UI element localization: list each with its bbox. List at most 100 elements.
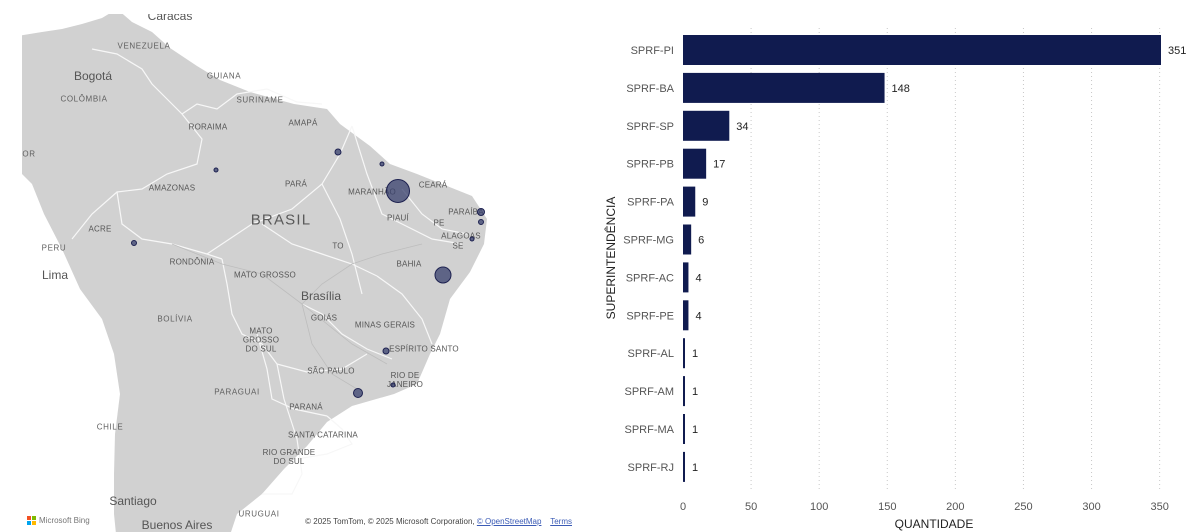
category-label-sprf-ac: SPRF-AC (626, 272, 674, 284)
state-label-parana: PARANÁ (289, 402, 323, 412)
state-label-rio-grande-do-sul: RIO GRANDE DO SUL (262, 448, 316, 466)
data-label-sprf-sp: 34 (736, 121, 748, 133)
country-label-venezuela: VENEZUELA (117, 41, 171, 51)
category-label-sprf-am: SPRF-AM (625, 386, 675, 398)
category-label-sprf-al: SPRF-AL (628, 348, 674, 360)
map-roads (171, 243, 423, 390)
category-label-sprf-pi: SPRF-PI (631, 45, 674, 57)
chart-gridlines (750, 28, 1161, 490)
state-label-bahia: BAHIA (396, 259, 422, 269)
country-label-colombia: COLÔMBIA (60, 94, 108, 104)
city-label-santiago: Santiago (109, 494, 157, 508)
state-label-pe: PE (433, 218, 445, 228)
state-label-ceara: CEARÁ (418, 180, 448, 190)
x-tick-label-250: 250 (1014, 501, 1032, 513)
bing-logo: Microsoft Bing (27, 516, 90, 525)
state-label-espirito-santo: ESPÍRITO SANTO (389, 344, 459, 354)
state-label-mato-grosso: MATO GROSSO (234, 270, 296, 280)
state-label-acre: ACRE (88, 224, 112, 234)
map-bubble-ba[interactable] (434, 266, 452, 284)
terms-link[interactable]: Terms (550, 517, 572, 526)
data-label-sprf-mg: 6 (698, 235, 704, 247)
category-label-sprf-pe: SPRF-PE (626, 310, 674, 322)
category-label-sprf-ma: SPRF-MA (625, 424, 675, 436)
map-bubble-ac[interactable] (131, 240, 137, 246)
country-label-or: OR (22, 149, 36, 159)
country-label-uruguai: URUGUAI (238, 509, 280, 519)
state-label-piaui: PIAUÍ (387, 213, 409, 223)
state-label-minas-gerais: MINAS GERAIS (354, 320, 416, 330)
city-label-brasilia: Brasília (300, 289, 342, 303)
data-label-sprf-rj: 1 (692, 462, 698, 474)
x-tick-label-350: 350 (1150, 501, 1168, 513)
ocean-caribbean (22, 14, 109, 36)
bar-sprf-pb[interactable] (683, 148, 707, 179)
state-label-amapa: AMAPÁ (288, 118, 318, 128)
openstreetmap-link[interactable]: © OpenStreetMap (476, 517, 542, 526)
map-borders (71, 48, 468, 495)
bing-logo-text: Microsoft Bing (39, 516, 90, 525)
x-tick-label-0: 0 (680, 501, 686, 513)
map-base (22, 14, 594, 532)
chart-bars (683, 35, 1161, 482)
microsoft-logo-icon (27, 516, 36, 525)
category-label-sprf-pa: SPRF-PA (627, 197, 675, 209)
state-label-rio-de-janeiro: RIO DE JANEIRO (386, 371, 424, 389)
state-label-santa-catarina: SANTA CATARINA (288, 430, 358, 440)
map-bubble-rj[interactable] (390, 382, 396, 388)
map-bubble-pb[interactable] (477, 208, 485, 216)
bar-sprf-pa[interactable] (683, 186, 696, 217)
data-label-sprf-ac: 4 (695, 272, 701, 284)
map-bubble-mg[interactable] (382, 347, 390, 355)
attribution-text: © 2025 TomTom, © 2025 Microsoft Corporat… (305, 517, 477, 526)
x-axis-title: QUANTIDADE (895, 517, 974, 531)
data-label-sprf-ma: 1 (692, 424, 698, 436)
data-label-sprf-pe: 4 (695, 310, 701, 322)
data-label-sprf-pi: 351 (1168, 45, 1186, 57)
state-label-rondonia: RONDÔNIA (169, 257, 215, 267)
bar-sprf-pe[interactable] (683, 300, 689, 331)
bar-sprf-ba[interactable] (683, 72, 885, 103)
bar-sprf-pi[interactable] (683, 35, 1161, 65)
ocean-atlantic (122, 14, 594, 532)
ocean-pacific (22, 174, 120, 532)
bar-sprf-sp[interactable] (683, 110, 730, 141)
map-bubble-ma[interactable] (379, 161, 385, 167)
data-label-sprf-pb: 17 (713, 159, 725, 171)
state-label-alagoas: ALAGOAS (441, 231, 481, 241)
map-bubble-al[interactable] (469, 236, 475, 242)
category-label-sprf-rj: SPRF-RJ (628, 462, 674, 474)
state-label-to: TO (332, 241, 344, 251)
x-tick-label-200: 200 (946, 501, 964, 513)
bar-sprf-ac[interactable] (683, 262, 689, 293)
data-label-sprf-ba: 148 (892, 83, 910, 95)
bar-sprf-ma[interactable] (683, 414, 685, 444)
bar-sprf-mg[interactable] (683, 224, 692, 255)
state-label-para: PARÁ (285, 179, 307, 189)
state-label-amazonas: AMAZONAS (148, 183, 196, 193)
data-label-sprf-pa: 9 (702, 197, 708, 209)
bar-sprf-am[interactable] (683, 376, 685, 407)
city-label-bogota: Bogotá (73, 69, 113, 83)
map-bubble-am[interactable] (213, 167, 219, 173)
state-label-mato-grosso-do-sul: MATO GROSSO DO SUL (242, 326, 280, 354)
map-bubble-sp[interactable] (353, 388, 363, 398)
category-label-sprf-pb: SPRF-PB (626, 159, 674, 171)
bar-sprf-rj[interactable] (683, 451, 685, 482)
x-tick-label-300: 300 (1082, 501, 1100, 513)
bar-sprf-al[interactable] (683, 338, 685, 369)
map-bubble-pa[interactable] (334, 148, 342, 156)
map-bubble-pi[interactable] (386, 179, 410, 203)
state-label-goias: GOIÁS (310, 313, 338, 323)
map-visual[interactable]: Caracas VENEZUELA GUIANA SURINAME Bogotá… (22, 14, 594, 532)
country-label-peru: PERU (41, 243, 67, 253)
category-label-sprf-mg: SPRF-MG (623, 235, 674, 247)
state-label-roraima: RORAIMA (188, 122, 228, 132)
city-label-lima: Lima (41, 268, 69, 282)
state-label-sao-paulo: SÃO PAULO (307, 366, 355, 376)
state-label-maranhao: MARANHÃO (348, 187, 396, 197)
category-label-sprf-ba: SPRF-BA (626, 83, 674, 95)
map-bubble-pe[interactable] (478, 219, 484, 225)
